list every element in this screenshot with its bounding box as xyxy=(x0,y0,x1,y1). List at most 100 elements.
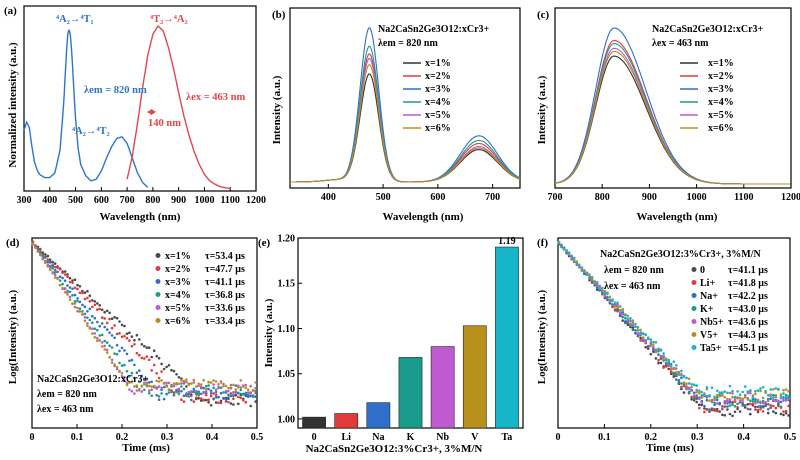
panel-d-data-point xyxy=(93,300,97,303)
panel-f-data-point xyxy=(680,387,683,391)
panel-d-data-point xyxy=(175,388,178,392)
panel-d-data-point xyxy=(83,305,87,309)
panel-d-data-point xyxy=(133,338,136,342)
panel-b-xtick-label: 400 xyxy=(321,192,336,203)
panel-d-data-point xyxy=(185,378,188,381)
panel-f-data-point xyxy=(728,384,732,388)
panel-d-data-point xyxy=(222,391,225,394)
panel-d-data-point xyxy=(209,404,213,407)
panel-b-ylabel: Intensity (a.u.) xyxy=(271,75,283,144)
panel-f-data-point xyxy=(677,372,681,375)
panel-f-data-point xyxy=(659,354,663,358)
panel-f-xtick-label: 0.5 xyxy=(784,432,797,443)
panel-d-data-point xyxy=(41,255,45,258)
panel-d-data-point xyxy=(130,335,134,338)
panel-f-data-point xyxy=(703,393,706,397)
panel-d-data-point xyxy=(98,334,101,337)
panel-d-data-point xyxy=(185,385,188,388)
panel-d-data-point xyxy=(103,310,106,314)
panel-d-data-point xyxy=(239,386,243,389)
panel-d-data-point xyxy=(91,314,94,318)
panel-d-data-point xyxy=(254,389,257,393)
panel-d-data-point xyxy=(125,383,129,387)
panel-d-legend-tau: τ=33.4 μs xyxy=(205,316,245,327)
panel-f-data-point xyxy=(652,343,655,346)
panel-d-data-point xyxy=(125,336,129,340)
panel-d-data-point xyxy=(212,383,215,386)
panel-d-data-point xyxy=(115,353,119,356)
panel-f-data-point xyxy=(782,413,785,417)
panel-f-data-point xyxy=(616,305,619,309)
panel-d-data-point xyxy=(39,248,42,251)
panel-f-data-point xyxy=(662,354,665,358)
panel-d-data-point xyxy=(96,336,99,340)
panel-d-data-point xyxy=(93,327,97,331)
panel-d-data-point xyxy=(81,303,84,307)
panel-f-data-point xyxy=(588,275,591,279)
panel-d-data-point xyxy=(244,386,248,390)
panel-d-data-point xyxy=(242,393,245,396)
panel-d-data-point xyxy=(147,389,151,393)
panel-d-data-point xyxy=(197,393,200,397)
panel-d-data-point xyxy=(100,322,104,325)
panel-f-data-point xyxy=(733,405,737,408)
panel-d-data-point xyxy=(246,393,250,397)
panel-d-data-point xyxy=(66,275,69,279)
panel-f-data-point xyxy=(690,389,693,393)
panel-d-data-point xyxy=(66,284,69,287)
panel-f-data-point xyxy=(731,414,734,418)
panel-d-data-point xyxy=(162,367,166,371)
panel-f-data-point xyxy=(741,401,744,404)
panel-f-legend-tau: τ=45.1 μs xyxy=(728,343,768,354)
panel-b-series-line-x=2% xyxy=(290,53,521,183)
panel-f-legend-tau: τ=41.1 μs xyxy=(728,265,768,276)
panel-d-data-point xyxy=(177,392,181,396)
panel-d-data-point xyxy=(118,370,121,374)
panel-d-data-point xyxy=(96,328,99,332)
panel-d-data-point xyxy=(229,383,233,387)
panel-d-data-point xyxy=(61,286,64,290)
panel-f-data-point xyxy=(736,402,739,406)
panel-d-data-point xyxy=(185,392,188,395)
panel-d-data-point xyxy=(219,386,223,390)
panel-f-data-point xyxy=(761,410,765,413)
panel-f-data-point xyxy=(616,303,619,307)
panel-f-data-point xyxy=(769,397,772,401)
panel-d-data-point xyxy=(214,380,218,383)
panel-d-data-point xyxy=(81,289,84,293)
panel-d-data-point xyxy=(133,392,136,395)
panel-d-data-point xyxy=(108,344,111,348)
panel-f-inset-lambda-ex: λex = 463 nm xyxy=(604,281,661,292)
panel-f-data-point xyxy=(731,392,734,395)
panel-f-data-point xyxy=(743,385,747,388)
panel-d-data-point xyxy=(232,394,235,398)
panel-e-ytick-label: 1.10 xyxy=(278,324,296,335)
panel-d-data-point xyxy=(249,394,252,398)
panel-d-data-point xyxy=(232,397,235,401)
panel-f-data-point xyxy=(756,400,760,404)
panel-d-data-point xyxy=(145,355,149,358)
panel-f-data-point xyxy=(698,389,701,393)
panel-d-data-point xyxy=(162,397,166,401)
panel-f-data-point xyxy=(629,316,632,320)
panel-f-data-point xyxy=(560,244,563,248)
panel-d-data-point xyxy=(135,351,139,355)
panel-f-data-point xyxy=(613,309,617,312)
panel-f-data-point xyxy=(733,395,737,399)
panel-a-xtick-label: 1200 xyxy=(246,195,266,206)
panel-f-data-point xyxy=(613,301,617,305)
panel-d-data-point xyxy=(68,280,72,284)
panel-d-inset-lambda-ex: λex = 463 nm xyxy=(37,404,94,415)
panel-d-data-point xyxy=(150,388,153,392)
panel-a-xtick-label: 600 xyxy=(94,195,109,206)
panel-d-data-point xyxy=(63,287,67,291)
panel-b-legend-label: x=2% xyxy=(425,71,451,82)
panel-f-data-point xyxy=(682,383,686,386)
panel-f-data-point xyxy=(721,391,724,394)
panel-f-data-point xyxy=(669,362,673,366)
panel-d-data-point xyxy=(143,378,146,382)
panel-f-inset-lambda-em: λem = 820 nm xyxy=(604,265,664,276)
panel-d-data-point xyxy=(212,379,215,382)
panel-f-data-point xyxy=(572,256,576,260)
